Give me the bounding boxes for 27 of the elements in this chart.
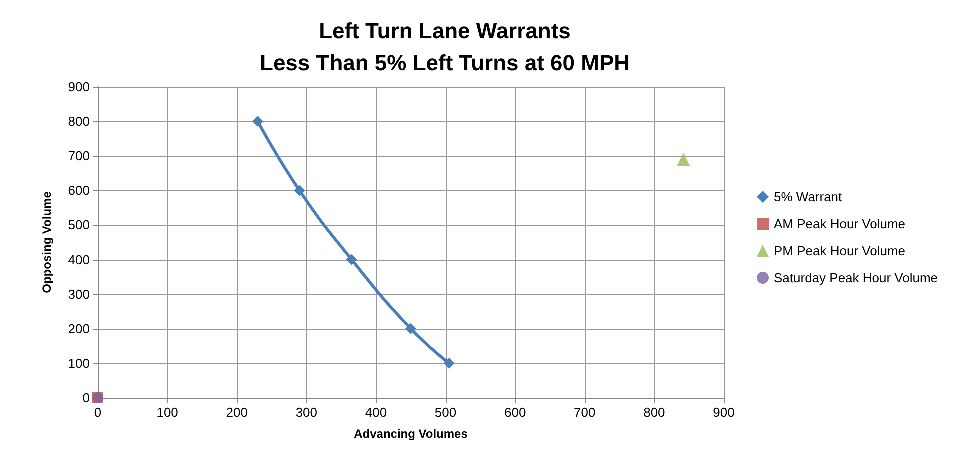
y-tick-label: 500	[68, 218, 90, 233]
x-tick-label: 500	[434, 405, 457, 420]
legend-label: Saturday Peak Hour Volume	[774, 270, 938, 286]
x-tick-label: 100	[156, 405, 178, 420]
x-tick-label: 800	[644, 405, 666, 420]
y-tick-label: 100	[68, 356, 90, 371]
y-tick-label: 600	[68, 183, 90, 198]
legend-label: PM Peak Hour Volume	[774, 244, 906, 258]
y-tick-label: 800	[68, 114, 90, 130]
y-tick-label: 300	[68, 286, 90, 302]
y-tick-label: 200	[68, 321, 90, 336]
x-tick-label: 0	[94, 405, 102, 420]
x-tick-label: 300	[296, 405, 318, 420]
x-tick-label: 200	[226, 405, 248, 420]
x-tick-label: 400	[365, 405, 388, 420]
y-tick-label: 700	[68, 148, 90, 164]
legend-label: AM Peak Hour Volume	[774, 216, 906, 232]
x-tick-label: 700	[574, 405, 596, 420]
y-tick-label: 400	[68, 252, 90, 268]
x-axis-title: Advancing Volumes	[354, 427, 468, 441]
x-tick-label: 900	[713, 405, 735, 420]
y-tick-label: 900	[68, 80, 90, 94]
legend-label: 5% Warrant	[774, 190, 843, 204]
x-tick-label: 600	[504, 405, 526, 420]
chart-title: Left Turn Lane Warrants Less Than 5% Left Turns at 60 MPH	[260, 18, 630, 76]
y-tick-label: 0	[82, 390, 90, 406]
y-axis-title: Opposing Volume	[40, 191, 54, 294]
